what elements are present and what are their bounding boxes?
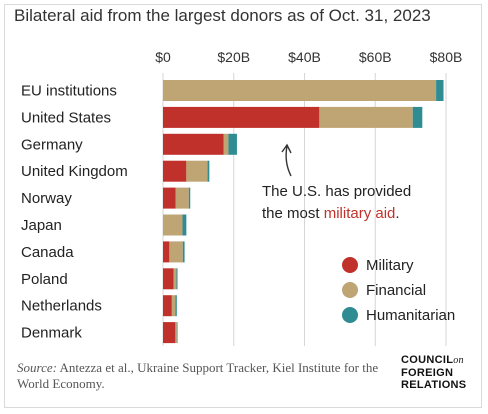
source-note: Source: Antezza et al., Ukraine Support … <box>17 360 387 392</box>
bar-humanitarian <box>412 106 423 128</box>
bar-humanitarian <box>188 187 191 209</box>
bar-military <box>163 133 224 155</box>
annotation-line2-suffix: . <box>395 205 399 222</box>
legend-swatch-military <box>342 257 358 273</box>
category-label: Poland <box>21 271 68 288</box>
source-text: Antezza et al., Ukraine Support Tracker,… <box>17 360 379 391</box>
bar-financial <box>171 295 176 317</box>
category-label: United States <box>21 109 111 126</box>
bar-military <box>163 106 320 128</box>
x-tick-label: $20B <box>217 49 250 65</box>
bar-humanitarian <box>207 160 210 182</box>
x-tick-labels: $0 $20B $40B $60B $80B <box>155 49 462 65</box>
bar-financial <box>319 106 413 128</box>
bar-financial <box>223 133 229 155</box>
bar-financial <box>186 160 208 182</box>
source-label: Source: <box>17 360 57 375</box>
category-label: Canada <box>21 244 74 261</box>
annotation-line1: The U.S. has provided <box>262 183 411 200</box>
category-label: Netherlands <box>21 298 102 315</box>
x-tick-label: $80B <box>430 49 463 65</box>
bar-military <box>163 160 187 182</box>
bar-financial <box>169 241 183 263</box>
category-label: EU institutions <box>21 83 117 100</box>
bar-financial <box>163 80 437 101</box>
bar-humanitarian <box>175 295 177 317</box>
category-label: Norway <box>21 190 72 207</box>
bar-financial <box>175 187 189 209</box>
category-label: United Kingdom <box>21 163 128 180</box>
bar-financial <box>175 322 177 344</box>
bar-humanitarian <box>436 80 444 101</box>
bar-military <box>163 241 170 263</box>
bar-financial <box>163 214 183 236</box>
legend-label-military: Military <box>366 257 414 274</box>
bar-humanitarian <box>228 133 237 155</box>
legend: Military Financial Humanitarian <box>342 257 455 324</box>
cfr-logo: COUNCILon FOREIGN RELATIONS <box>401 354 467 391</box>
x-tick-label: $0 <box>155 49 171 65</box>
annotation-line2-prefix: the most <box>262 205 324 222</box>
bar-financial <box>173 268 177 290</box>
category-label: Japan <box>21 217 62 234</box>
category-label: Germany <box>21 136 83 153</box>
chart-frame <box>4 4 482 408</box>
bar-military <box>163 322 176 344</box>
bar-humanitarian <box>176 322 178 344</box>
bar-military <box>163 295 172 317</box>
bar-military <box>163 268 174 290</box>
legend-label-financial: Financial <box>366 282 426 299</box>
bar-humanitarian <box>182 241 185 263</box>
bar-humanitarian <box>176 268 178 290</box>
annotation-arrow <box>281 143 292 177</box>
chart-title: Bilateral aid from the largest donors as… <box>14 6 431 25</box>
legend-swatch-financial <box>342 282 358 298</box>
category-label: Denmark <box>21 325 82 342</box>
bars <box>163 80 444 344</box>
bar-military <box>163 187 176 209</box>
bar-humanitarian <box>182 214 187 236</box>
annotation: The U.S. has provided the most military … <box>262 143 411 222</box>
x-tick-label: $40B <box>288 49 321 65</box>
x-tick-label: $60B <box>359 49 392 65</box>
annotation-line2: the most military aid. <box>262 205 400 222</box>
category-labels: EU institutions United States Germany Unite… <box>21 83 128 342</box>
legend-swatch-humanitarian <box>342 307 358 323</box>
annotation-highlight: military aid <box>324 205 396 222</box>
legend-label-humanitarian: Humanitarian <box>366 307 455 324</box>
